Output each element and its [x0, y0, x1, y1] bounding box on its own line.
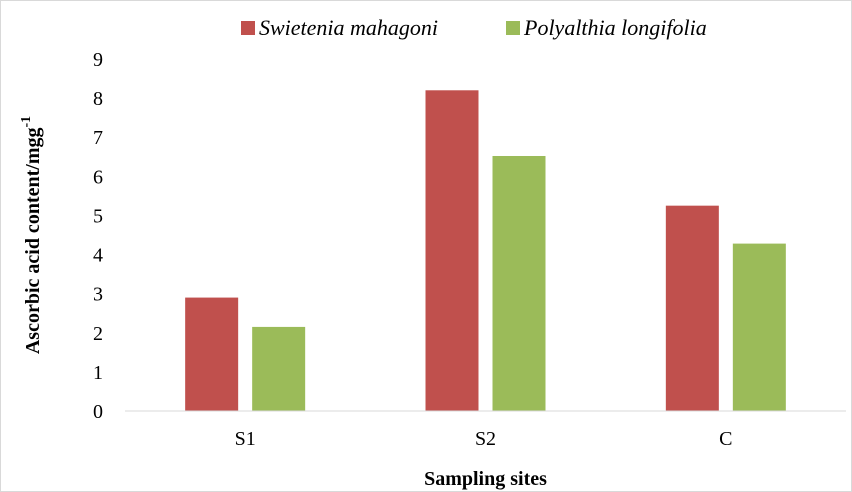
legend-label: Polyalthia longifolia [523, 15, 707, 40]
y-tick-label: 3 [93, 284, 103, 306]
bar-s2-series-1 [425, 90, 479, 412]
legend-swatch [241, 21, 255, 35]
y-tick-label: 7 [93, 127, 103, 149]
y-tick-label: 5 [93, 205, 103, 227]
bar-c-series-2 [732, 243, 786, 411]
y-axis-ticks: 0 1 2 3 4 5 6 7 8 9 [93, 49, 103, 423]
y-tick-label: 0 [93, 401, 103, 423]
bars [185, 90, 786, 412]
x-axis-title: Sampling sites [424, 468, 547, 490]
y-axis-title-superscript: -1 [19, 116, 34, 128]
x-tick-label: S1 [235, 428, 256, 450]
legend-label: Swietenia mahagoni [259, 15, 438, 40]
x-tick-label: C [719, 428, 732, 450]
y-tick-label: 6 [93, 166, 103, 188]
x-tick-label: S2 [475, 428, 496, 450]
y-tick-label: 8 [93, 88, 103, 110]
y-axis-title: Ascorbic acid content/mgg-1 [19, 116, 44, 354]
y-tick-label: 2 [93, 323, 103, 345]
y-tick-label: 9 [93, 49, 103, 71]
bar-s1-series-2 [252, 326, 306, 411]
y-tick-label: 1 [93, 362, 103, 384]
bar-s2-series-2 [492, 155, 546, 411]
x-axis-ticks: S1 S2 C [235, 428, 733, 450]
y-axis-title-base: Ascorbic acid content/mgg [22, 128, 44, 355]
bar-c-series-1 [665, 205, 719, 411]
y-tick-label: 4 [93, 245, 103, 267]
legend-swatch [506, 21, 520, 35]
bar-s1-series-1 [185, 297, 239, 411]
legend: Swietenia mahagoni Polyalthia longifolia [241, 15, 707, 40]
